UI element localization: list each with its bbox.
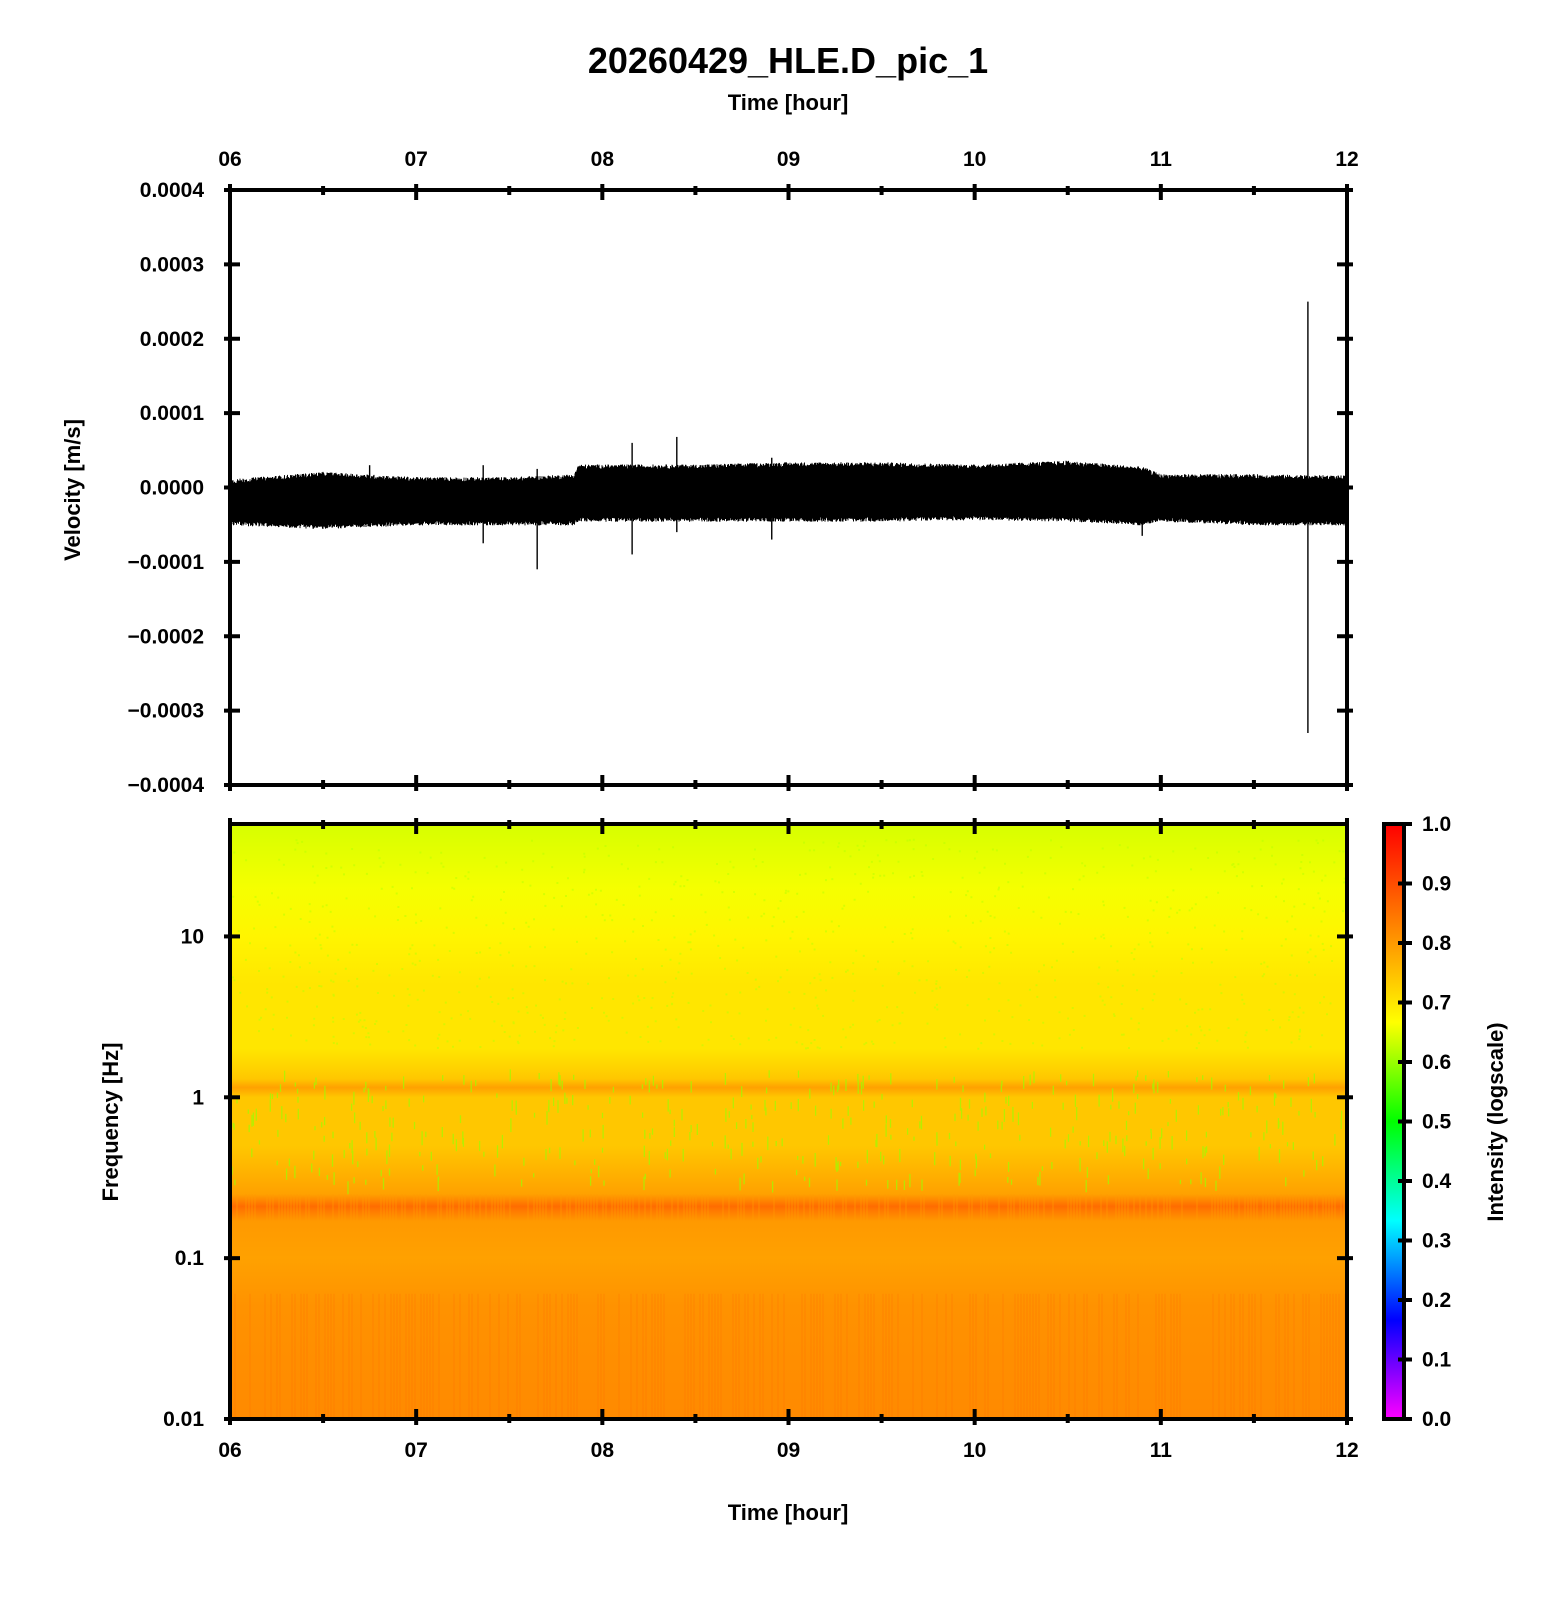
colorbar-gradient-rect bbox=[1384, 824, 1404, 1419]
frequency-tick-label: 10 bbox=[181, 925, 204, 948]
time-tick-label: 09 bbox=[777, 148, 800, 171]
bottom-time-axis-title: Time [hour] bbox=[728, 1500, 849, 1525]
spectrogram-streaks bbox=[234, 1293, 1346, 1419]
velocity-tick-label: −0.0003 bbox=[128, 700, 205, 723]
velocity-tick-label: −0.0002 bbox=[128, 625, 205, 648]
velocity-axis-title: Velocity [m/s] bbox=[60, 419, 85, 561]
velocity-tick-label: 0.0000 bbox=[140, 477, 204, 500]
frequency-tick-label: 0.1 bbox=[175, 1247, 205, 1270]
spectrogram-texture bbox=[230, 838, 1349, 1419]
colorbar-title: Intensity (logscale) bbox=[1483, 1022, 1508, 1221]
time-tick-label: 06 bbox=[218, 1439, 241, 1462]
velocity-trace bbox=[230, 301, 1347, 733]
colorbar-tick-label: 0.4 bbox=[1422, 1170, 1452, 1193]
colorbar-tick-label: 0.9 bbox=[1422, 873, 1451, 896]
time-tick-label: 10 bbox=[963, 1439, 986, 1462]
colorbar-tick-label: 1.0 bbox=[1422, 813, 1451, 836]
colorbar-tick-label: 0.5 bbox=[1422, 1111, 1452, 1134]
velocity-tick-label: 0.0004 bbox=[140, 179, 205, 202]
velocity-axes: 06 07 08 09 10 11 12 0.0004 0.0003 0.0002 0.0001 0.… bbox=[128, 148, 1359, 797]
top-time-axis-title: Time [hour] bbox=[728, 90, 849, 115]
time-tick-label: 10 bbox=[963, 148, 986, 171]
velocity-tick-label: 0.0001 bbox=[140, 402, 205, 425]
colorbar-tick-label: 0.6 bbox=[1422, 1051, 1451, 1074]
velocity-panel: 06 07 08 09 10 11 12 0.0004 0.0003 0.0002 0.0001 0.… bbox=[60, 148, 1359, 797]
spectrogram-noise bbox=[230, 838, 1349, 1050]
colorbar-axes: 1.0 0.9 0.8 0.7 0.6 0.5 0.4 0.3 0.2 0.1 0.0 bbox=[1382, 813, 1452, 1431]
frequency-axis-title: Frequency [Hz] bbox=[98, 1043, 123, 1202]
colorbar-tick-label: 0.1 bbox=[1422, 1349, 1452, 1372]
time-tick-label: 08 bbox=[591, 1439, 615, 1462]
velocity-trace-core bbox=[230, 471, 1347, 519]
velocity-tick-label: 0.0002 bbox=[140, 328, 204, 351]
velocity-tick-label: −0.0001 bbox=[128, 551, 205, 574]
colorbar-tick-label: 0.8 bbox=[1422, 932, 1452, 955]
velocity-tick-label: 0.0003 bbox=[140, 253, 204, 276]
time-tick-label: 07 bbox=[404, 148, 427, 171]
colorbar-tick-label: 0.2 bbox=[1422, 1289, 1451, 1312]
frequency-tick-label: 1 bbox=[192, 1086, 204, 1109]
time-tick-label: 08 bbox=[591, 148, 615, 171]
time-tick-label: 09 bbox=[777, 1439, 800, 1462]
colorbar-tick-label: 0.7 bbox=[1422, 992, 1451, 1015]
spectrogram-speckles bbox=[230, 1069, 1347, 1195]
figure-title: 20260429_HLE.D_pic_1 bbox=[588, 40, 988, 81]
time-tick-label: 07 bbox=[404, 1439, 427, 1462]
time-tick-label: 11 bbox=[1150, 1439, 1173, 1462]
colorbar: 1.0 0.9 0.8 0.7 0.6 0.5 0.4 0.3 0.2 0.1 0.0 Intens… bbox=[1382, 813, 1508, 1431]
time-tick-label: 11 bbox=[1150, 148, 1173, 171]
velocity-tick-label: −0.0004 bbox=[128, 774, 205, 797]
time-tick-label: 12 bbox=[1335, 148, 1358, 171]
time-tick-label: 12 bbox=[1335, 1439, 1358, 1462]
time-tick-label: 06 bbox=[218, 148, 241, 171]
frequency-tick-label: 0.01 bbox=[163, 1408, 204, 1431]
spectrogram-axes: 06 07 08 09 10 11 12 10 1 0.1 0.01 bbox=[163, 818, 1359, 1462]
spectrogram-image bbox=[230, 824, 1347, 1419]
colorbar-tick-label: 0.3 bbox=[1422, 1230, 1451, 1253]
colorbar-tick-label: 0.0 bbox=[1422, 1408, 1451, 1431]
